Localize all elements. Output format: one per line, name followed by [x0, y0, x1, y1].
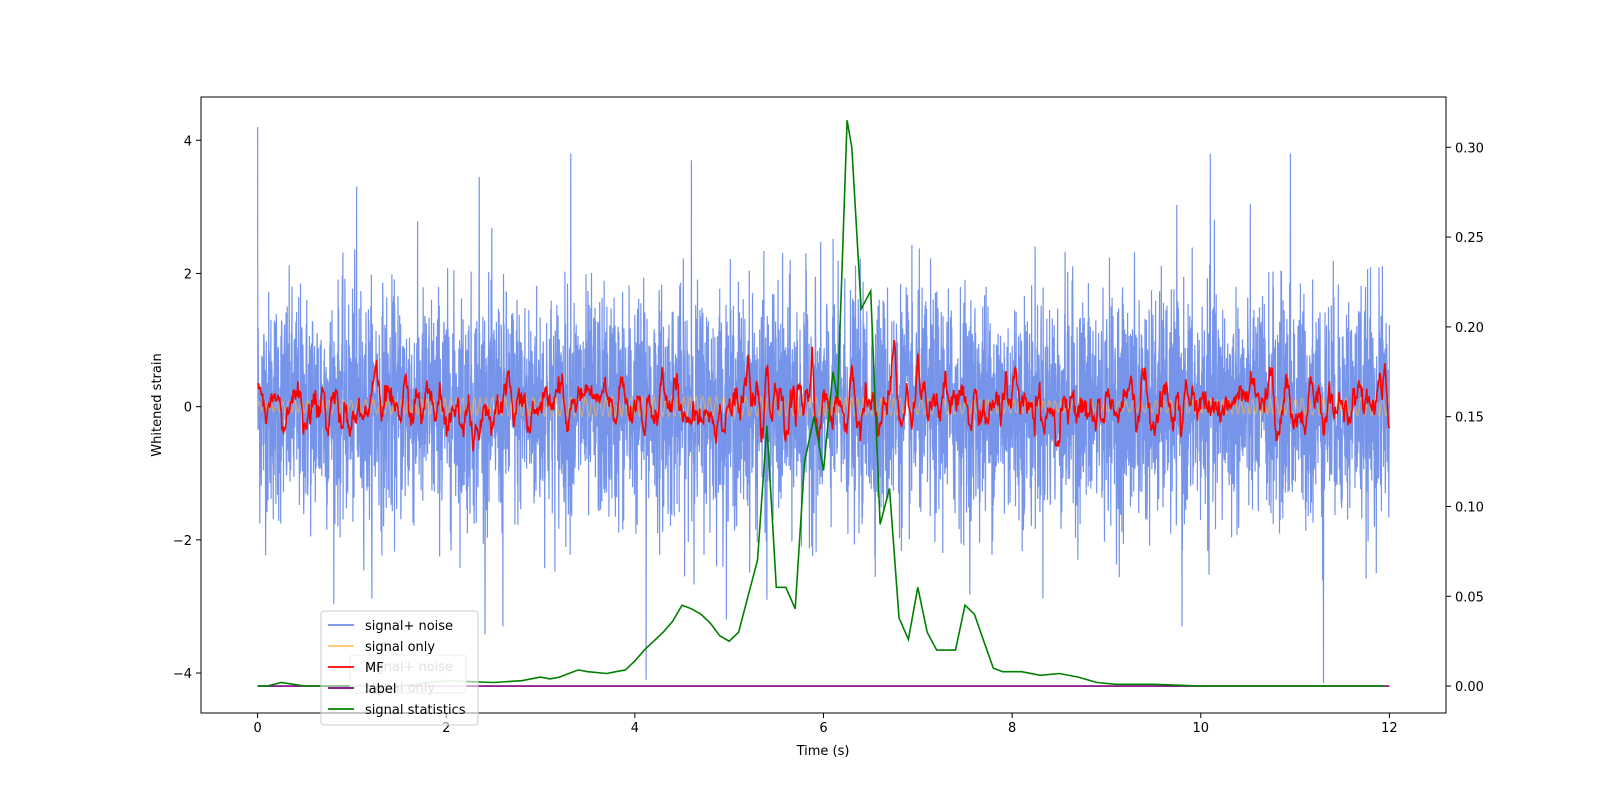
y-tick-label: −4 [173, 667, 192, 682]
legend-label: signal+ noise [365, 619, 453, 634]
series-signal-only-line [257, 394, 1390, 419]
y-right-tick-label: 0.10 [1455, 500, 1484, 515]
y-right-tick-label: 0.05 [1455, 590, 1484, 605]
y-right-tick-label: 0.25 [1455, 231, 1484, 246]
y-tick-label: −2 [173, 534, 192, 549]
y-right-tick-label: 0.30 [1455, 141, 1484, 156]
y-axis-right: 0.00 0.05 0.10 0.15 0.20 0.25 0.30 [1446, 141, 1484, 695]
x-tick-label: 0 [253, 721, 261, 736]
x-tick-label: 10 [1192, 721, 1209, 736]
x-axis-label: Time (s) [796, 744, 850, 759]
y-right-tick-label: 0.00 [1455, 680, 1484, 695]
x-tick-label: 12 [1381, 721, 1398, 736]
y-axis-left: −4 −2 0 2 4 [173, 134, 201, 682]
x-tick-label: 4 [631, 721, 639, 736]
y-tick-label: 2 [184, 267, 192, 282]
legend-label: signal statistics [365, 703, 466, 718]
y-right-tick-label: 0.15 [1455, 411, 1484, 426]
series-mf-line [257, 339, 1391, 452]
y-tick-label: 0 [184, 401, 192, 416]
series-layer [257, 120, 1391, 687]
legend-box [320, 610, 479, 726]
y-axis-label: Whitened strain [150, 353, 165, 456]
x-axis: 0 2 4 6 8 10 12 [253, 713, 1398, 736]
x-tick-label: 8 [1008, 721, 1016, 736]
legend-label: signal only [365, 640, 435, 655]
y-right-tick-label: 0.20 [1455, 321, 1484, 336]
x-tick-label: 6 [819, 721, 827, 736]
legend-label: MF [365, 661, 384, 676]
legend-label: label [365, 682, 396, 697]
x-tick-label: 2 [442, 721, 450, 736]
series-signal-statistics-line [257, 120, 1385, 687]
y-tick-label: 4 [184, 134, 192, 149]
